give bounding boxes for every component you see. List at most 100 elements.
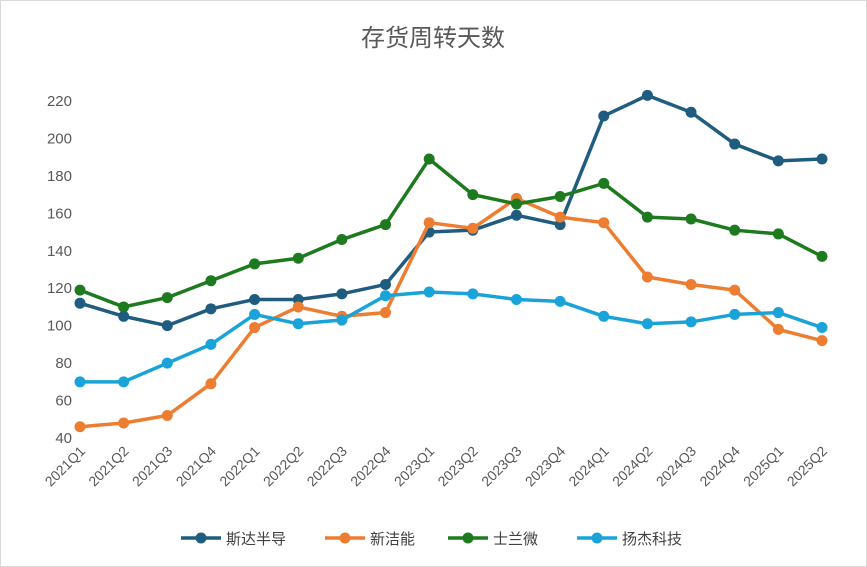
data-point (380, 290, 392, 302)
legend-swatch-marker (195, 532, 207, 544)
series-line (79, 93, 823, 328)
legend-swatch-marker (591, 532, 603, 544)
y-tick-label: 180 (47, 168, 72, 185)
legend-label: 新洁能 (370, 530, 415, 548)
data-point (336, 234, 348, 246)
y-tick-label: 60 (55, 393, 72, 410)
series-layer (74, 89, 828, 433)
data-point (161, 320, 173, 332)
data-point (641, 318, 653, 330)
data-point (816, 153, 828, 165)
data-point (118, 417, 130, 429)
series-1 (74, 89, 828, 332)
y-tick-label: 220 (47, 93, 72, 110)
x-tick-label: 2022Q1 (216, 443, 263, 490)
data-point (729, 284, 741, 296)
data-point (772, 155, 784, 167)
data-point (685, 316, 697, 328)
legend-swatch-marker (462, 532, 474, 544)
y-tick-label: 40 (55, 430, 72, 447)
data-point (74, 297, 86, 309)
data-point (205, 378, 217, 390)
data-point (598, 217, 610, 229)
data-point (554, 211, 566, 223)
legend-item: 士兰微 (448, 530, 538, 548)
data-point (380, 219, 392, 231)
data-point (685, 106, 697, 118)
data-point (423, 153, 435, 165)
data-point (118, 301, 130, 313)
y-tick-label: 100 (47, 318, 72, 335)
data-point (729, 224, 741, 236)
series-line (80, 290, 823, 384)
y-axis: 40 60 80 100 120 140 160 180 200 220 (47, 93, 72, 447)
series-3 (74, 153, 828, 313)
y-tick-label: 140 (47, 243, 72, 260)
data-point (554, 190, 566, 202)
data-point (161, 410, 173, 422)
data-point (118, 376, 130, 388)
x-tick-label: 2023Q3 (478, 443, 525, 490)
data-point (292, 301, 304, 313)
x-tick-label: 2025Q1 (740, 443, 787, 490)
x-tick-label: 2021Q1 (42, 443, 89, 490)
x-tick-label: 2023Q2 (434, 443, 481, 490)
series-line (79, 196, 823, 429)
data-point (161, 292, 173, 304)
data-point (380, 278, 392, 290)
data-point (598, 310, 610, 322)
data-point (292, 318, 304, 330)
data-point (467, 189, 479, 201)
legend-label: 斯达半导 (226, 530, 286, 548)
x-tick-label: 2021Q3 (129, 443, 176, 490)
y-tick-label: 120 (47, 280, 72, 297)
series-4 (74, 286, 828, 388)
data-point (598, 177, 610, 189)
chart-title: 存货周转天数 (361, 24, 505, 52)
legend-swatch-marker (339, 532, 351, 544)
x-axis: 2021Q12021Q22021Q32021Q42022Q12022Q22022… (42, 443, 831, 490)
data-point (336, 314, 348, 326)
series-line (79, 157, 823, 309)
data-point (685, 213, 697, 225)
data-point (249, 258, 261, 270)
data-point (423, 286, 435, 298)
x-tick-label: 2022Q3 (303, 443, 350, 490)
x-tick-label: 2024Q2 (609, 443, 656, 490)
data-point (74, 421, 86, 433)
data-point (380, 307, 392, 319)
data-point (554, 295, 566, 307)
legend-item: 新洁能 (325, 530, 415, 548)
legend-label: 士兰微 (493, 530, 538, 548)
data-point (467, 222, 479, 234)
x-tick-label: 2021Q2 (85, 443, 132, 490)
data-point (249, 322, 261, 334)
data-point (685, 278, 697, 290)
data-point (510, 209, 522, 221)
legend: 斯达半导 新洁能 士兰微 扬杰科技 (181, 530, 682, 548)
x-tick-label: 2022Q2 (260, 443, 307, 490)
data-point (249, 308, 261, 320)
x-tick-label: 2024Q3 (653, 443, 700, 490)
data-point (161, 357, 173, 369)
data-point (74, 376, 86, 388)
data-point (816, 250, 828, 262)
x-tick-label: 2021Q4 (173, 443, 220, 490)
x-tick-label: 2024Q1 (565, 443, 612, 490)
data-point (641, 89, 653, 101)
data-point (205, 275, 217, 287)
x-tick-label: 2025Q2 (784, 443, 831, 490)
data-point (772, 323, 784, 335)
data-point (772, 307, 784, 319)
y-tick-label: 160 (47, 205, 72, 222)
data-point (729, 138, 741, 150)
data-point (772, 228, 784, 240)
data-point (205, 303, 217, 315)
y-tick-label: 200 (47, 130, 72, 147)
data-point (249, 293, 261, 305)
data-point (74, 284, 86, 296)
x-tick-label: 2023Q4 (522, 443, 569, 490)
data-point (641, 271, 653, 283)
